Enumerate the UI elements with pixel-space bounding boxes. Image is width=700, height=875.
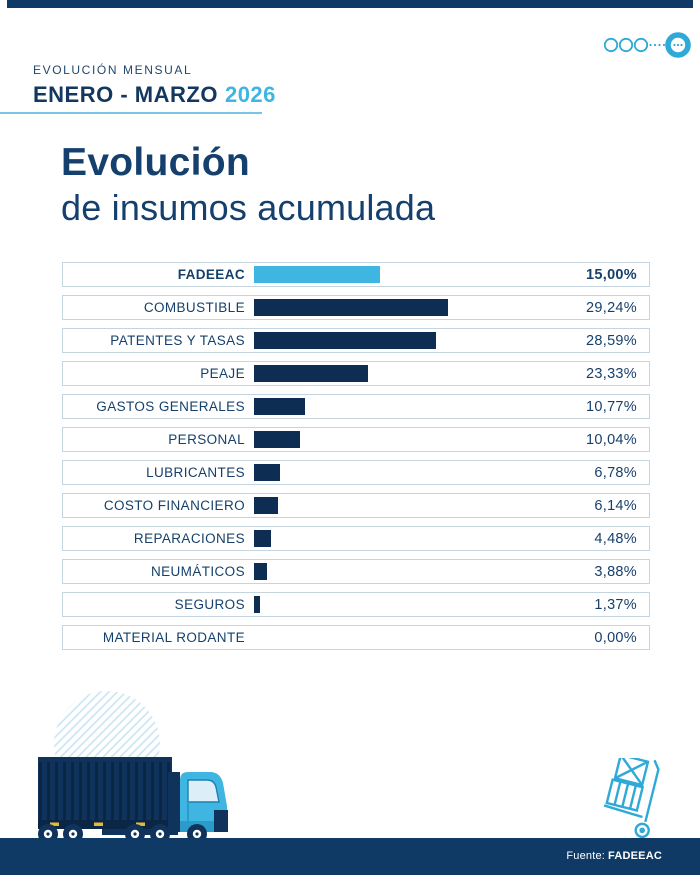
row-value: 29,24% <box>586 299 637 316</box>
row-value: 4,48% <box>594 530 637 547</box>
row-label: PATENTES Y TASAS <box>110 333 245 348</box>
header-kicker: EVOLUCIÓN MENSUAL <box>33 63 193 77</box>
row-bar <box>254 365 368 382</box>
row-bar <box>254 530 271 547</box>
row-label: GASTOS GENERALES <box>96 399 245 414</box>
top-accent-bar <box>7 0 693 8</box>
title-line-1: Evolución <box>61 141 251 184</box>
row-bar <box>254 464 280 481</box>
chart-row: NEUMÁTICOS 3,88% <box>62 559 650 584</box>
chart-row: PATENTES Y TASAS 28,59% <box>62 328 650 353</box>
chart-row: REPARACIONES 4,48% <box>62 526 650 551</box>
row-label: PEAJE <box>200 366 245 381</box>
row-value: 6,14% <box>594 497 637 514</box>
chart-row: SEGUROS 1,37% <box>62 592 650 617</box>
chart-row: MATERIAL RODANTE 0,00% <box>62 625 650 650</box>
row-value: 23,33% <box>586 365 637 382</box>
row-bar <box>254 398 305 415</box>
row-label: SEGUROS <box>174 597 245 612</box>
chart-row: COSTO FINANCIERO 6,14% <box>62 493 650 518</box>
header-underline <box>0 112 262 114</box>
row-value: 0,00% <box>594 629 637 646</box>
period-year: 2026 <box>224 82 276 107</box>
row-value: 3,88% <box>594 563 637 580</box>
row-value: 1,37% <box>594 596 637 613</box>
row-label: LUBRICANTES <box>146 465 245 480</box>
row-bar <box>254 497 278 514</box>
chart-row: PEAJE 23,33% <box>62 361 650 386</box>
row-value: 6,78% <box>594 464 637 481</box>
hand-truck-icon <box>603 758 660 839</box>
row-bar <box>254 596 260 613</box>
row-value: 10,04% <box>586 431 637 448</box>
source-credit: Fuente: FADEEAC <box>566 850 662 862</box>
source-value: FADEEAC <box>608 850 662 862</box>
row-label: COMBUSTIBLE <box>143 300 245 315</box>
row-bar <box>254 299 448 316</box>
container-truck-illustration-icon <box>38 691 228 844</box>
title-line-2: de insumos acumulada <box>61 187 436 228</box>
header-period: ENERO - MARZO 2026 <box>33 82 276 108</box>
row-label: FADEEAC <box>177 267 245 282</box>
chart-row: COMBUSTIBLE 29,24% <box>62 295 650 320</box>
row-bar <box>254 266 380 283</box>
row-bar <box>254 563 267 580</box>
circles-dots-logo-icon <box>603 32 691 58</box>
row-label: PERSONAL <box>168 432 245 447</box>
row-bar <box>254 431 300 448</box>
chart-row: GASTOS GENERALES 10,77% <box>62 394 650 419</box>
row-label: COSTO FINANCIERO <box>103 498 245 513</box>
row-value: 10,77% <box>586 398 637 415</box>
chart-row: FADEEAC 15,00% <box>62 262 650 287</box>
row-value: 15,00% <box>586 266 637 283</box>
footer-bar: Fuente: FADEEAC <box>0 838 700 875</box>
row-label: NEUMÁTICOS <box>150 564 245 579</box>
period-text: ENERO - MARZO <box>33 82 218 107</box>
row-label: MATERIAL RODANTE <box>102 630 245 645</box>
page-title: Evolución de insumos acumulada <box>61 140 435 230</box>
source-label: Fuente: <box>566 850 606 862</box>
chart-row: LUBRICANTES 6,78% <box>62 460 650 485</box>
bar-chart: FADEEAC 15,00% COMBUSTIBLE 29,24% PATENTES Y… <box>62 262 650 658</box>
row-bar <box>254 332 436 349</box>
row-label: REPARACIONES <box>133 531 245 546</box>
chart-row: PERSONAL 10,04% <box>62 427 650 452</box>
row-value: 28,59% <box>586 332 637 349</box>
